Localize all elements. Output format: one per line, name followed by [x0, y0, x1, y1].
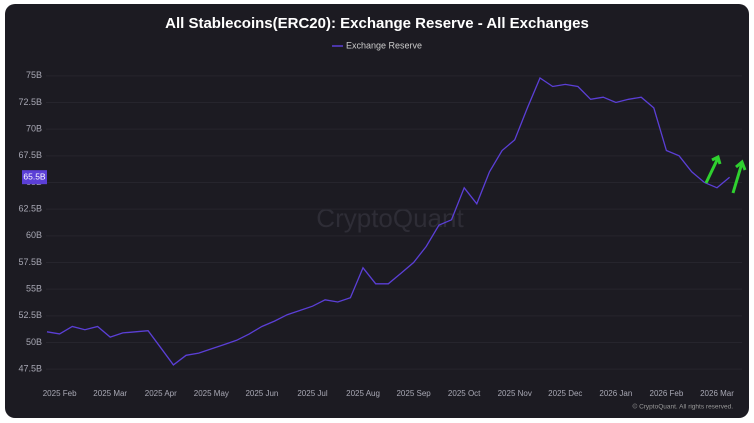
x-tick-label: 2025 Jun — [245, 389, 278, 398]
x-tick-label: 2026 Jan — [599, 389, 632, 398]
y-tick-label: 55B — [26, 284, 42, 294]
x-tick-label: 2025 Oct — [448, 389, 481, 398]
x-tick-label: 2025 Apr — [145, 389, 177, 398]
y-tick-label: 52.5B — [18, 310, 42, 320]
y-tick-label: 72.5B — [18, 97, 42, 107]
y-tick-label: 57.5B — [18, 257, 42, 267]
x-tick-label: 2025 Nov — [498, 389, 532, 398]
x-tick-label: 2026 Feb — [650, 389, 684, 398]
chart-title: All Stablecoins(ERC20): Exchange Reserve… — [165, 15, 589, 32]
y-tick-label: 67.5B — [18, 150, 42, 160]
legend-label[interactable]: Exchange Reserve — [346, 40, 422, 50]
y-tick-label: 70B — [26, 124, 42, 134]
x-tick-label: 2025 Mar — [93, 389, 127, 398]
x-tick-label: 2025 Jul — [297, 389, 327, 398]
x-tick-label: 2025 May — [194, 389, 229, 398]
x-tick-label: 2025 Aug — [346, 389, 380, 398]
y-tick-label: 62.5B — [18, 204, 42, 214]
panel — [5, 4, 749, 418]
watermark: CryptoQuant — [316, 203, 464, 233]
x-tick-label: 2025 Sep — [396, 389, 431, 398]
y-tick-label: 60B — [26, 230, 42, 240]
x-tick-label: 2026 Mar — [700, 389, 734, 398]
line — [46, 77, 731, 366]
y-tick-label: 75B — [26, 70, 42, 80]
x-tick-label: 2025 Dec — [548, 389, 582, 398]
arrow — [704, 154, 722, 184]
y-tick-label: 50B — [26, 337, 42, 347]
last-value-badge — [22, 170, 47, 185]
last-value-label: 65.5B — [23, 171, 46, 181]
footer: © CryptoQuant. All rights reserved. — [632, 403, 733, 411]
y-tick-label: 47.5B — [18, 364, 42, 374]
x-tick-label: 2025 Feb — [43, 389, 77, 398]
arrow — [731, 159, 747, 194]
